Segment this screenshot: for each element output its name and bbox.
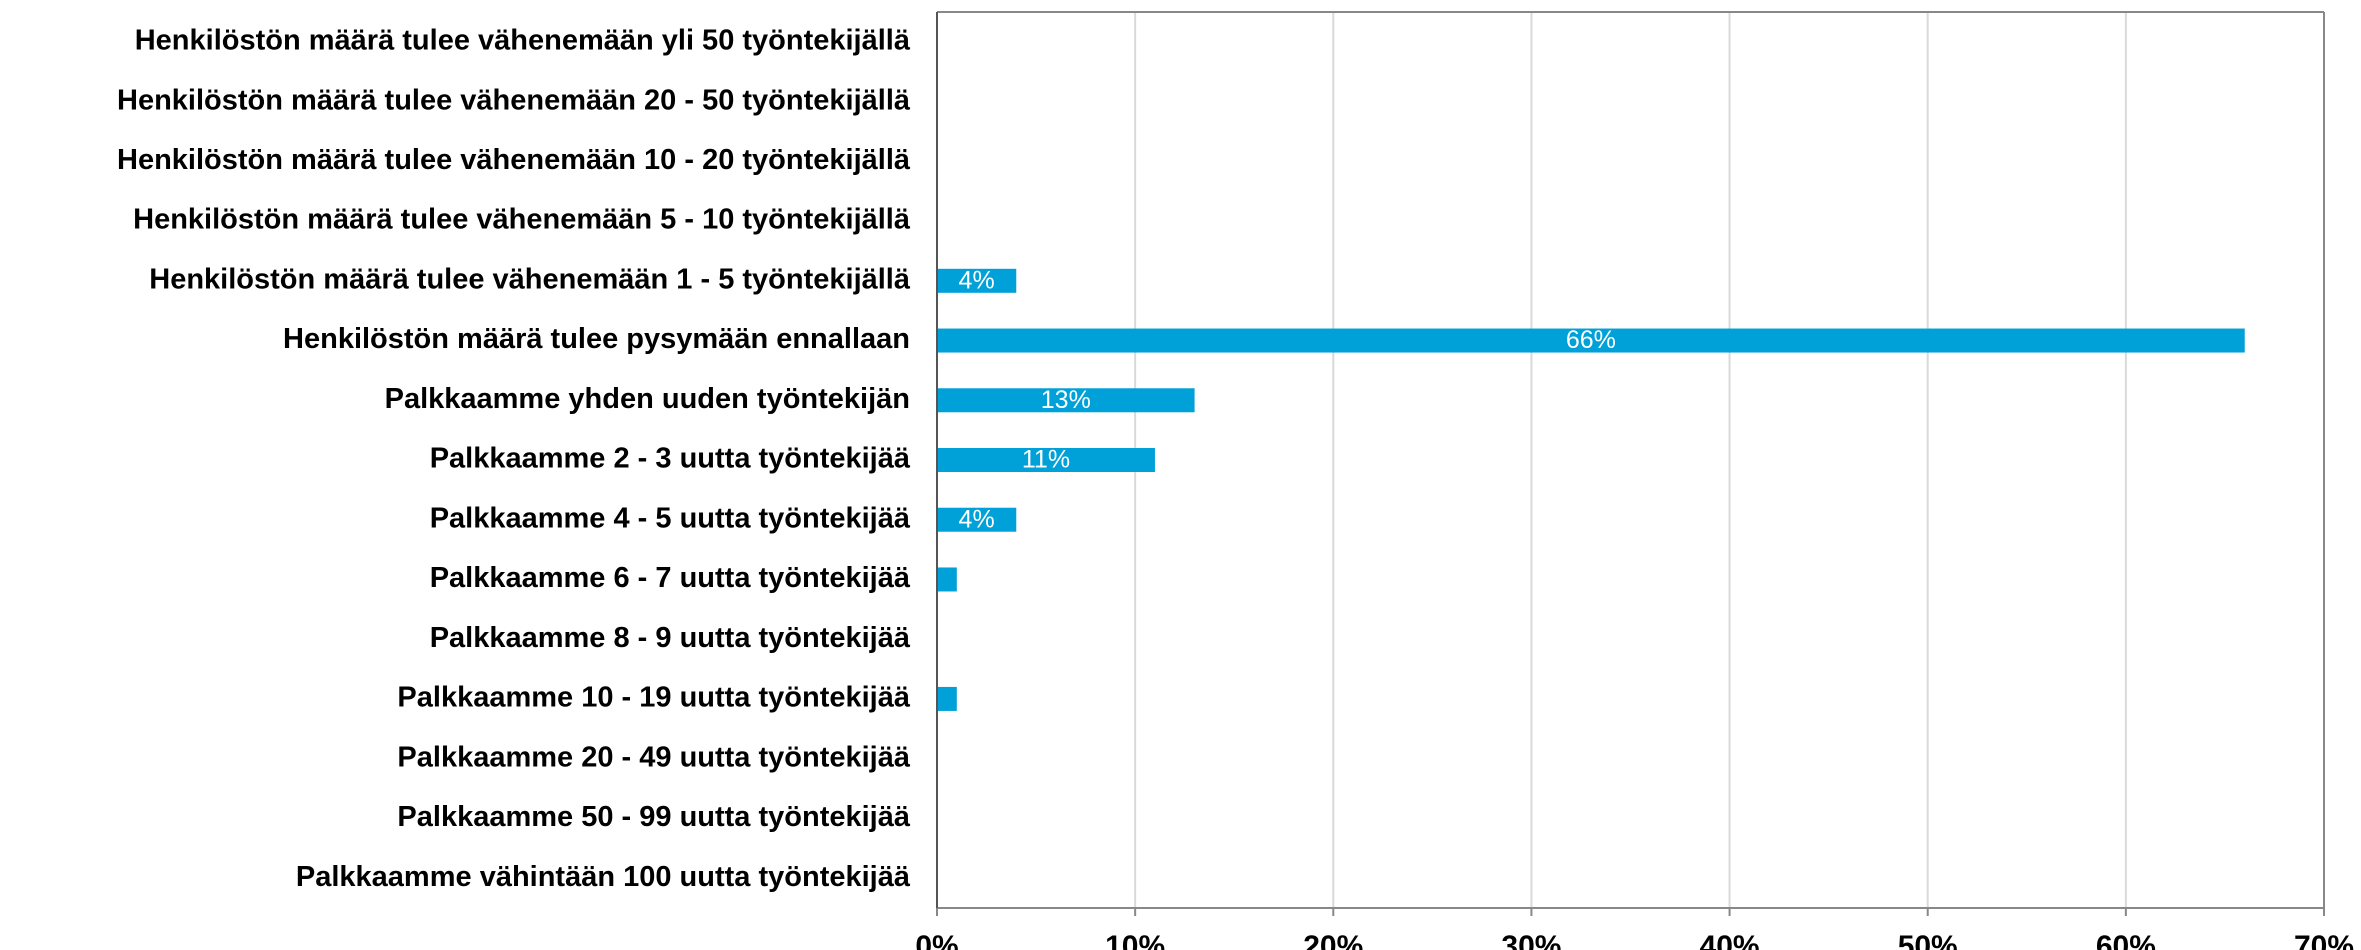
bar <box>937 686 957 711</box>
x-tick-label: 20% <box>1303 930 1363 950</box>
y-tick-label: Palkkaamme 2 - 3 uutta työntekijää <box>430 443 911 475</box>
x-tick-label: 40% <box>1700 930 1760 950</box>
y-tick-label: Henkilöstön määrä tulee vähenemään 10 - … <box>117 144 911 176</box>
x-tick-label: 70% <box>2294 930 2354 950</box>
bar <box>937 507 1017 532</box>
x-tick-label: 50% <box>1898 930 1958 950</box>
x-tick-label: 10% <box>1105 930 1165 950</box>
y-tick-label: Palkkaamme 20 - 49 uutta työntekijää <box>397 741 910 773</box>
y-tick-label: Henkilöstön määrä tulee vähenemään yli 5… <box>135 25 911 57</box>
bar <box>937 328 2245 353</box>
data-label: 13% <box>1041 386 1091 414</box>
data-label: 11% <box>1022 446 1070 474</box>
bar <box>937 448 1155 472</box>
y-tick-label: Palkkaamme 6 - 7 uutta työntekijää <box>430 562 911 594</box>
y-tick-label: Palkkaamme yhden uuden työntekijän <box>385 383 910 415</box>
y-tick-label: Henkilöstön määrä tulee vähenemään 1 - 5… <box>149 263 911 295</box>
bar <box>937 388 1195 413</box>
y-tick-label: Palkkaamme 8 - 9 uutta työntekijää <box>430 622 911 654</box>
y-tick-label: Henkilöstön määrä tulee pysymään ennalla… <box>283 323 910 355</box>
x-tick-label: 60% <box>2096 930 2156 950</box>
y-tick-label: Henkilöstön määrä tulee vähenemään 5 - 1… <box>133 204 911 236</box>
data-label: 4% <box>959 266 995 294</box>
data-label: 66% <box>1566 326 1616 354</box>
y-tick-label: Henkilöstön määrä tulee vähenemään 20 - … <box>117 84 911 116</box>
x-tick-label: 0% <box>915 930 958 950</box>
y-tick-label: Palkkaamme 10 - 19 uutta työntekijää <box>397 682 910 714</box>
y-tick-label: Palkkaamme vähintään 100 uutta työntekij… <box>296 861 911 893</box>
data-label: 4% <box>959 505 995 533</box>
x-tick-label: 30% <box>1501 930 1561 950</box>
bar <box>937 567 957 592</box>
bar <box>937 268 1017 293</box>
y-tick-label: Palkkaamme 4 - 5 uutta työntekijää <box>430 502 911 534</box>
y-tick-label: Palkkaamme 50 - 99 uutta työntekijää <box>397 801 910 833</box>
